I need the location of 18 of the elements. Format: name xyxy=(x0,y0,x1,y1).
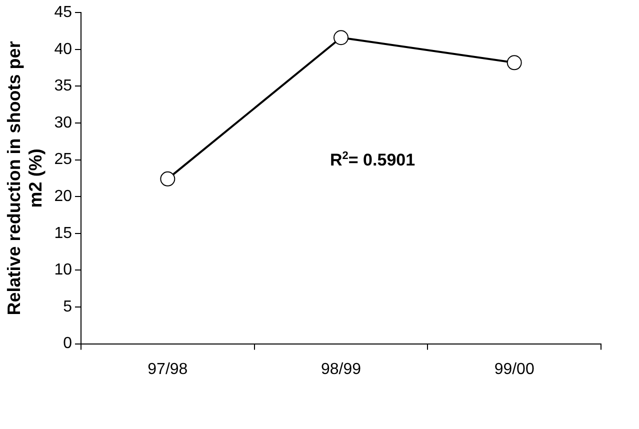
x-tick-label: 98/99 xyxy=(320,360,362,378)
point xyxy=(506,55,522,70)
y-tick-label: 0 xyxy=(63,335,72,352)
x-tick-label: 99/00 xyxy=(494,360,534,378)
y-axis-title: Relative reduction in shoots per m2 (%) xyxy=(4,41,46,316)
y-tick-label: 10 xyxy=(54,262,72,279)
annotation: R$^{2}$= 0.5901 xyxy=(330,150,416,171)
point xyxy=(160,171,176,186)
y-tick-label: 5 xyxy=(63,298,72,316)
y-tick-label: 20 xyxy=(54,188,72,206)
y-tick-label: 15 xyxy=(54,224,72,242)
y-tick-label: 35 xyxy=(54,78,72,95)
y-tick-label: 25 xyxy=(54,151,72,168)
y-tick-label: 40 xyxy=(54,40,72,58)
y-tick-label: 30 xyxy=(54,114,72,132)
y-tick-label: 45 xyxy=(54,4,72,22)
x-tick-label: 97/98 xyxy=(148,360,188,378)
point xyxy=(334,30,348,46)
